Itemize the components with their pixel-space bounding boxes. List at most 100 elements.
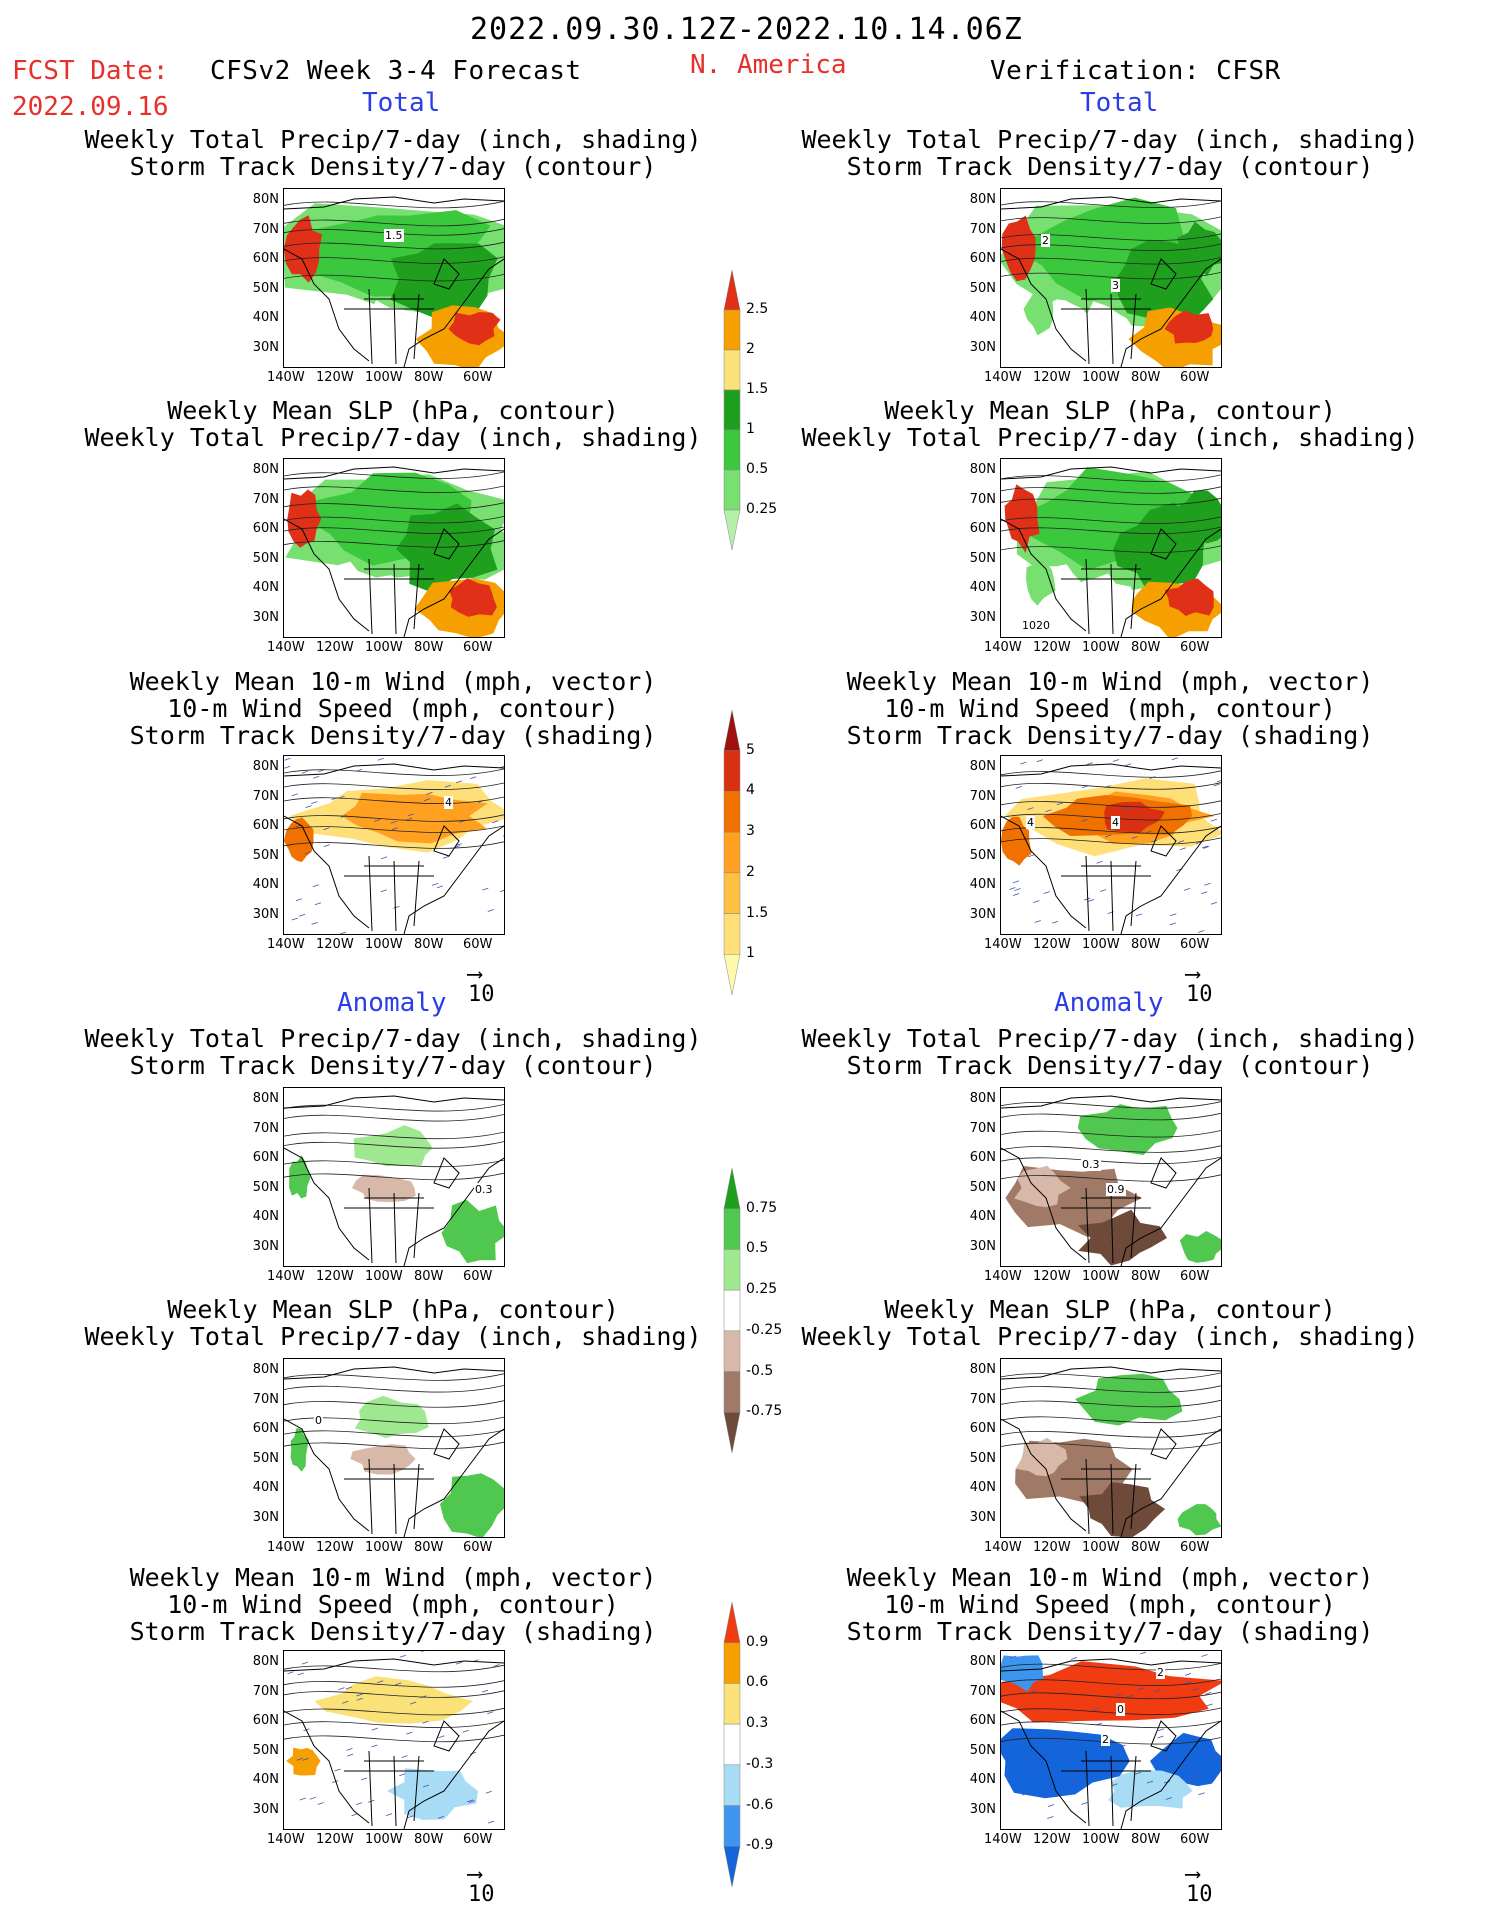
lat-tick-label: 60N	[969, 1421, 996, 1436]
contour-label: 1.5	[384, 229, 404, 242]
lat-tick-label: 40N	[969, 877, 996, 892]
lon-tick-label: 100W	[1082, 937, 1120, 952]
colorbar-tick-label: -0.6	[746, 1796, 774, 1813]
lat-tick-label: 80N	[252, 1091, 279, 1106]
lon-tick-label: 140W	[267, 370, 305, 385]
lon-tick-label: 80W	[414, 937, 444, 952]
lat-tick-label: 30N	[252, 609, 279, 625]
lat-tick-label: 80N	[969, 462, 996, 477]
colorbar-tick-label: 5	[746, 741, 755, 758]
lon-tick-label: 120W	[1033, 937, 1071, 952]
section-anomaly-forecast: Anomaly	[337, 988, 447, 1018]
lat-tick-label: 60N	[252, 251, 279, 266]
lat-tick-label: 40N	[252, 877, 279, 892]
panel-title-ob-1: Weekly Mean SLP (hPa, contour) Weekly Tot…	[790, 397, 1430, 451]
lon-tick-label: 80W	[1131, 1540, 1161, 1555]
lon-tick-label: 140W	[267, 937, 305, 952]
vector-ref-ob-total: ⟶ 10	[1186, 964, 1213, 1008]
colorbar-tick-label: 1	[746, 945, 755, 962]
lon-tick-label: 60W	[1180, 1269, 1210, 1284]
lat-tick-label: 70N	[969, 221, 996, 237]
lat-tick-label: 60N	[969, 1713, 996, 1728]
lat-tick-label: 60N	[969, 251, 996, 266]
colorbar-precip_anom	[723, 1168, 741, 1454]
lat-tick-label: 70N	[252, 1120, 279, 1136]
colorbar-tick-label: 0.25	[746, 1281, 778, 1298]
lon-tick-label: 100W	[365, 1269, 403, 1284]
colorbar-tick-label: -0.3	[746, 1755, 774, 1772]
lat-tick-label: 30N	[969, 1801, 996, 1817]
lat-tick-label: 80N	[969, 1091, 996, 1106]
panel-title-ob-4: Weekly Mean SLP (hPa, contour) Weekly Tot…	[790, 1296, 1430, 1350]
lat-tick-label: 60N	[969, 1150, 996, 1165]
panel-title-line: Weekly Total Precip/7-day (inch, shading…	[801, 423, 1419, 452]
lat-tick-label: 80N	[252, 759, 279, 774]
lon-tick-label: 120W	[316, 640, 354, 655]
lat-tick-label: 30N	[969, 906, 996, 922]
lat-tick-label: 70N	[252, 221, 279, 237]
panel-title-line: Weekly Total Precip/7-day (inch, shading…	[84, 423, 702, 452]
lon-tick-label: 140W	[267, 1540, 305, 1555]
panel-title-line: Weekly Total Precip/7-day (inch, shading…	[801, 1322, 1419, 1351]
lon-tick-label: 60W	[1180, 370, 1210, 385]
lon-tick-label: 120W	[316, 1540, 354, 1555]
panel-title-fc-0: Weekly Total Precip/7-day (inch, shading…	[73, 126, 713, 180]
forecast-title: CFSv2 Week 3-4 Forecast	[210, 56, 582, 86]
vector-ref-ob-anom: ⟶ 10	[1186, 1864, 1213, 1908]
fcst-date-label: FCST Date:	[12, 56, 169, 86]
lon-tick-label: 60W	[1180, 1832, 1210, 1847]
lat-tick-label: 70N	[252, 1391, 279, 1407]
lat-tick-label: 40N	[252, 1480, 279, 1495]
colorbar-tick-label: 0.25	[746, 501, 778, 517]
colorbar-tick-label: 0.5	[746, 1240, 769, 1257]
lon-tick-label: 120W	[1033, 640, 1071, 655]
colorbar-tick-label: 2	[746, 863, 755, 880]
lat-tick-label: 30N	[969, 609, 996, 625]
map-panel-fc-0: 1.5	[283, 188, 505, 368]
colorbar-tick-label: 4	[746, 782, 755, 799]
map-panel-fc-4: 0	[283, 1358, 505, 1538]
panel-title-line: Weekly Total Precip/7-day (inch, shading…	[801, 1024, 1419, 1053]
vector-ref-value: 10	[1186, 1882, 1213, 1907]
section-total-verification: Total	[1080, 88, 1159, 118]
lon-tick-label: 100W	[1082, 1832, 1120, 1847]
lat-tick-label: 60N	[252, 521, 279, 536]
lon-tick-label: 60W	[1180, 640, 1210, 655]
lat-tick-label: 30N	[969, 1509, 996, 1525]
lon-tick-label: 80W	[414, 370, 444, 385]
period-title: 2022.09.30.12Z-2022.10.14.06Z	[470, 12, 1023, 47]
contour-label: 0.3	[474, 1183, 494, 1196]
panel-title-line: Weekly Mean SLP (hPa, contour)	[884, 396, 1336, 425]
panel-title-line: Weekly Mean SLP (hPa, contour)	[884, 1295, 1336, 1324]
lon-tick-label: 120W	[316, 1832, 354, 1847]
contour-label: 2	[1101, 1733, 1110, 1746]
region-title: N. America	[690, 50, 847, 80]
vector-ref-value: 10	[468, 1882, 495, 1907]
panel-title-line: Storm Track Density/7-day (contour)	[129, 1051, 657, 1080]
panel-title-ob-0: Weekly Total Precip/7-day (inch, shading…	[790, 126, 1430, 180]
panel-title-line: Storm Track Density/7-day (shading)	[846, 1617, 1374, 1646]
lat-tick-label: 40N	[969, 1209, 996, 1224]
lon-tick-label: 100W	[1082, 370, 1120, 385]
lat-tick-label: 40N	[252, 1772, 279, 1787]
lon-tick-label: 100W	[365, 1832, 403, 1847]
panel-title-line: 10-m Wind Speed (mph, contour)	[884, 1590, 1336, 1619]
lat-tick-label: 30N	[252, 1509, 279, 1525]
lat-tick-label: 40N	[969, 1480, 996, 1495]
lon-tick-label: 140W	[984, 640, 1022, 655]
lon-tick-label: 60W	[1180, 937, 1210, 952]
map-panel-ob-1: 1020	[1000, 458, 1222, 638]
lat-tick-label: 80N	[252, 1654, 279, 1669]
panel-title-line: Weekly Total Precip/7-day (inch, shading…	[84, 1024, 702, 1053]
colorbar-tick-label: 2	[746, 341, 755, 357]
section-total-forecast: Total	[362, 88, 441, 118]
lat-tick-label: 50N	[252, 280, 279, 296]
lat-tick-label: 70N	[969, 1120, 996, 1136]
panel-title-line: Weekly Total Precip/7-day (inch, shading…	[84, 1322, 702, 1351]
contour-label: 4	[1111, 816, 1120, 829]
lat-tick-label: 50N	[252, 1742, 279, 1758]
colorbar-tick-label: -0.5	[746, 1362, 774, 1379]
arrow-icon: ⟶	[468, 1862, 482, 1887]
lon-tick-label: 60W	[463, 937, 493, 952]
colorbar-tick-label: 0.5	[746, 461, 769, 477]
